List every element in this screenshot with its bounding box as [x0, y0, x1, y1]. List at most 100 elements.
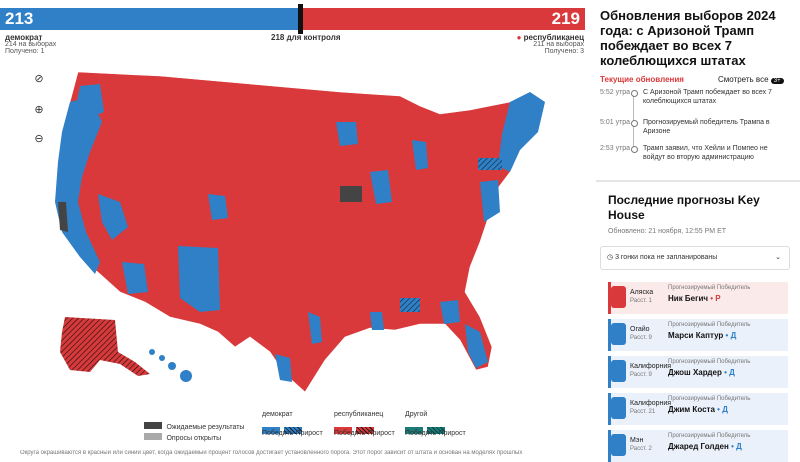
update-time: 2:53 утра	[600, 145, 631, 152]
race-card[interactable]: Калифорния Расст. 21 Прогнозируемый Победи…	[608, 393, 788, 425]
race-state: Калифорния	[630, 400, 672, 407]
right-panel: Обновления выборов 2024 года: с Аризоной…	[596, 0, 800, 462]
expected-1	[340, 186, 362, 202]
control-label: 218 для контроля	[271, 33, 341, 42]
state-shape-icon	[611, 286, 626, 308]
footnote: Округа окрашиваются в красный или синий …	[20, 450, 523, 456]
update-text: Трамп заявил, что Хейли и Помпео не войд…	[643, 145, 768, 161]
race-winner: Ник Бегич • Р	[668, 294, 721, 303]
race-winner: Джош Хардер • Д	[668, 368, 735, 377]
update-time: 5:52 утра	[600, 89, 631, 96]
race-district: Расст. 9	[630, 335, 652, 341]
eye-off-icon[interactable]: ⊘	[34, 73, 44, 85]
race-card[interactable]: Аляска Расст. 1 Прогнозируемый Победитель Н…	[608, 282, 788, 314]
gain-hatch-2	[400, 298, 420, 312]
alaska	[60, 317, 150, 376]
update-text: Прогнозируемый победитель Трампа в Аризо…	[643, 119, 770, 135]
race-projection: Прогнозируемый Победитель	[668, 433, 751, 439]
seat-count-bar: 213 219	[0, 0, 585, 34]
zoom-in-icon[interactable]: ⊕	[34, 104, 44, 116]
pending-races-dropdown[interactable]: ◷ 3 гонки пока не запланированы ⌄	[600, 246, 790, 270]
race-projection: Прогнозируемый Победитель	[668, 359, 751, 365]
race-district: Расст. 2	[630, 446, 652, 452]
clock-icon: ◷	[607, 254, 614, 261]
race-district: Расст. 21	[630, 409, 656, 415]
timeline-dot	[631, 90, 638, 97]
florida-dem	[465, 324, 488, 368]
check-icon: ●	[516, 33, 522, 42]
race-state: Калифорния	[630, 363, 672, 370]
dem-seat-total: 213	[0, 8, 298, 30]
gain-hatch-1	[478, 158, 502, 170]
colorado-dem	[208, 194, 228, 220]
rep-label: ● республиканец	[516, 33, 584, 42]
arizona-dem	[122, 262, 148, 294]
state-shape-icon	[611, 397, 626, 419]
northeast-dem	[498, 92, 545, 172]
us-house-map[interactable]	[40, 62, 560, 402]
legend-dem-labels: Победить Прирост	[262, 430, 323, 437]
dem-won: Получено: 1	[5, 48, 45, 55]
race-winner: Джим Коста • Д	[668, 405, 728, 414]
race-state: Аляска	[630, 289, 654, 296]
timeline-dot	[631, 146, 638, 153]
nevada-dem	[98, 194, 128, 240]
dem-label: демократ	[5, 33, 43, 42]
seattle-dem	[76, 84, 104, 118]
updates-title: Текущие обновления	[600, 75, 684, 84]
state-shape-icon	[611, 434, 626, 456]
georgia-dem	[440, 300, 460, 324]
legend-other-swatches	[405, 421, 446, 439]
race-card[interactable]: Калифорния Расст. 9 Прогнозируемый Победит…	[608, 356, 788, 388]
legend-rep-swatches	[334, 421, 375, 439]
legend-rep-labels: Победить Прирост	[334, 430, 395, 437]
hawaii	[149, 349, 192, 382]
new-mexico-dem	[178, 246, 220, 312]
race-district: Расст. 1	[630, 298, 652, 304]
race-card[interactable]: Мэн Расст. 2 Прогнозируемый Победитель Джар…	[608, 430, 788, 462]
race-projection: Прогнозируемый Победитель	[668, 322, 751, 328]
minnesota-dem	[336, 122, 358, 146]
forecast-updated: Обновлено: 21 ноября, 12:55 PM ET	[608, 228, 727, 235]
see-all-link[interactable]: Смотреть все 3+	[718, 75, 784, 84]
updates-badge: 3+	[770, 78, 784, 84]
dem-prev: 214 на выборах	[5, 41, 57, 48]
legend-dem-swatches	[262, 421, 303, 439]
party-border	[608, 356, 611, 388]
headline[interactable]: Обновления выборов 2024 года: с Аризоной…	[600, 8, 776, 68]
legend-other-labels: Победить Прирост	[405, 430, 466, 437]
race-state: Огайо	[630, 326, 650, 333]
party-border	[608, 319, 611, 351]
chevron-down-icon: ⌄	[775, 254, 781, 261]
race-state: Мэн	[630, 437, 644, 444]
louisiana-dem	[370, 312, 384, 330]
state-shape-icon	[611, 323, 626, 345]
party-border	[608, 430, 611, 462]
rep-seat-total: 219	[303, 8, 585, 30]
expected-2	[58, 202, 68, 232]
legend-polls: Опросы открыты	[144, 427, 221, 445]
state-shape-icon	[611, 360, 626, 382]
legend-rep-title: республиканец	[334, 411, 384, 418]
legend-other-title: Другой	[405, 411, 428, 418]
race-winner: Джаред Голден • Д	[668, 442, 742, 451]
forecast-title: Последние прогнозы Key House	[608, 193, 760, 222]
zoom-out-icon[interactable]: ⊖	[34, 133, 44, 145]
texas-dem	[275, 354, 292, 382]
race-district: Расст. 9	[630, 372, 652, 378]
michigan-dem	[412, 140, 428, 170]
timeline-dot	[631, 120, 638, 127]
race-projection: Прогнозируемый Победитель	[668, 396, 751, 402]
race-card[interactable]: Огайо Расст. 9 Прогнозируемый Победитель Ма…	[608, 319, 788, 351]
rep-prev: 211 на выборах	[533, 41, 584, 48]
update-text: С Аризоной Трамп побеждает во всех 7 кол…	[643, 89, 772, 105]
update-time: 5:01 утра	[600, 119, 631, 126]
rep-won: Получено: 3	[544, 48, 584, 55]
race-winner: Марси Каптур • Д	[668, 331, 737, 340]
party-border	[608, 282, 611, 314]
party-border	[608, 393, 611, 425]
divider	[596, 180, 800, 182]
mid-atlantic-dem	[480, 180, 500, 222]
illinois-dem	[370, 170, 392, 204]
texas-dem-2	[308, 312, 322, 344]
